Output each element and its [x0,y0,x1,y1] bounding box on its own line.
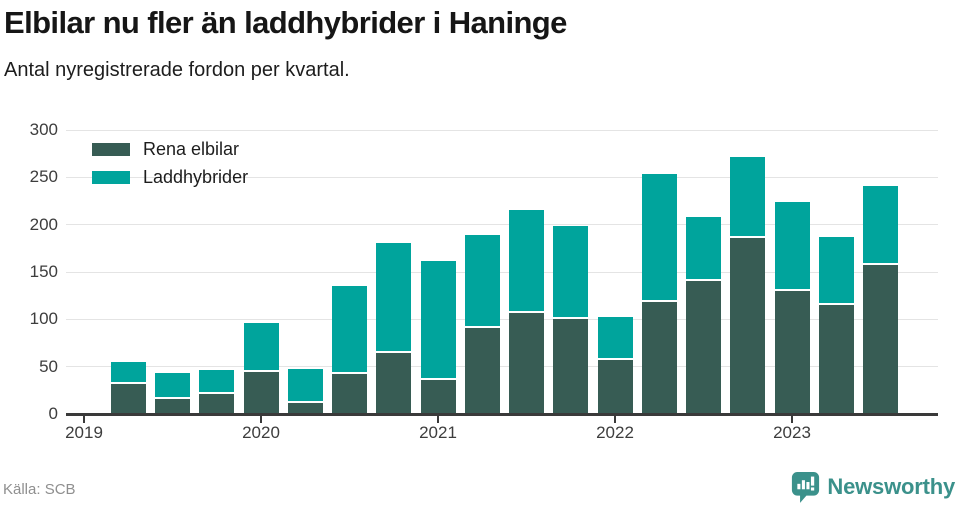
bar-laddhybrider [376,242,412,352]
x-tick-label: 2023 [773,423,811,442]
bar-laddhybrider [597,317,633,359]
newsworthy-brand[interactable]: Newsworthy [791,471,955,503]
bar-laddhybrider [243,323,279,371]
y-tick-label: 200 [29,214,58,234]
bar-rena-elbilar [597,360,633,414]
legend-label: Laddhybrider [143,166,249,187]
legend-label: Rena elbilar [143,138,240,159]
bar-rena-elbilar [730,237,766,414]
y-tick-label: 100 [29,309,58,329]
bar-laddhybrider [863,185,898,264]
bar-laddhybrider [420,260,456,378]
bar-laddhybrider [199,369,235,393]
y-tick-label: 150 [29,262,58,281]
newsworthy-logo-icon [791,471,820,503]
x-tick-label: 2019 [65,423,103,442]
bar-rena-elbilar [686,281,721,414]
bar-laddhybrider [287,368,323,401]
bar-rena-elbilar [332,374,367,414]
bar-laddhybrider [509,209,544,311]
gridline [66,224,938,226]
bar-rena-elbilar [155,398,190,414]
legend: Rena elbilar Laddhybrider [92,137,248,189]
bar-rena-elbilar [199,394,235,414]
bar-rena-elbilar [774,290,810,414]
bar-laddhybrider [774,201,810,289]
bar-rena-elbilar [420,379,456,414]
bar-laddhybrider [155,373,190,397]
x-axis-tick [614,416,616,423]
bar-laddhybrider [553,225,589,318]
legend-item-rena-elbilar: Rena elbilar [92,137,248,161]
bar-rena-elbilar [243,372,279,414]
x-axis-line [66,413,938,416]
x-axis-tick [791,416,793,423]
bar-laddhybrider [464,235,500,326]
y-tick-label: 0 [48,404,58,423]
gridline [66,129,938,131]
gridline [66,318,938,320]
gridline [66,366,938,368]
x-tick-label: 2021 [419,423,457,442]
chart-title: Elbilar nu fler än laddhybrider i Haning… [4,5,567,40]
bar-rena-elbilar [641,302,677,414]
x-axis-tick [260,416,262,423]
y-tick-label: 300 [29,120,58,139]
bar-laddhybrider [641,173,677,301]
gridline [66,176,938,178]
bar-rena-elbilar [818,305,854,414]
bar-laddhybrider [332,286,367,373]
x-axis-tick [83,416,85,423]
legend-swatch-laddhybrider [92,170,130,184]
x-axis-tick [437,416,439,423]
bar-rena-elbilar [464,327,500,414]
bar-laddhybrider [818,236,854,304]
bar-rena-elbilar [553,319,589,414]
bar-laddhybrider [686,217,721,280]
x-tick-label: 2022 [596,423,634,442]
newsworthy-wordmark: Newsworthy [827,474,955,499]
bar-rena-elbilar [863,265,898,414]
bar-rena-elbilar [376,353,412,414]
bar-rena-elbilar [509,312,544,414]
bar-rena-elbilar [110,383,146,414]
y-tick-label: 50 [39,356,58,376]
x-tick-label: 2020 [242,423,280,442]
bar-laddhybrider [110,361,146,382]
bar-rena-elbilar [287,402,323,414]
legend-swatch-rena-elbilar [92,142,130,156]
chart-subtitle: Antal nyregistrerade fordon per kvartal. [4,59,350,81]
legend-item-laddhybrider: Laddhybrider [92,165,248,189]
gridline [66,271,938,273]
source-note: Källa: SCB [3,481,76,498]
y-tick-label: 250 [29,167,58,187]
bar-laddhybrider [730,156,766,236]
